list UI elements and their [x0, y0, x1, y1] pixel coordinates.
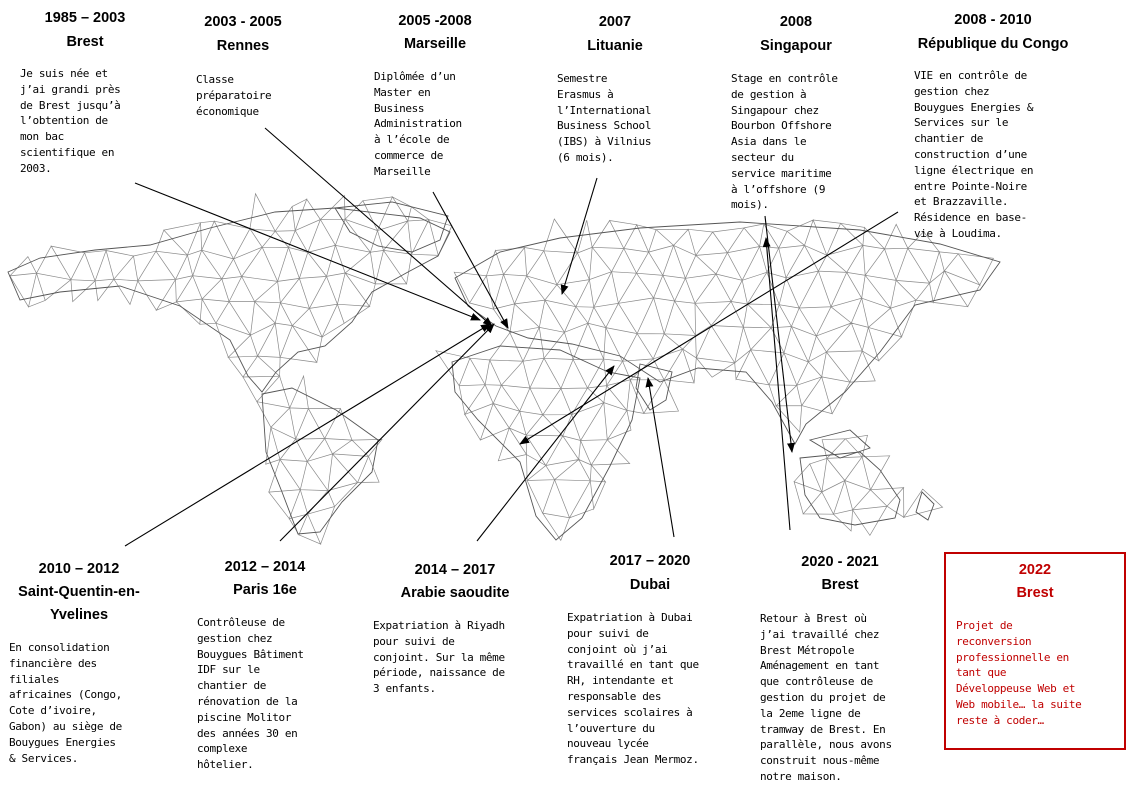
entry-description: Diplômée d’un Master en Business Adminis…	[374, 70, 462, 178]
landmass-outline	[799, 451, 901, 526]
entry-place: Saint-Quentin-en- Yvelines	[18, 584, 140, 623]
landmass-outline	[808, 429, 871, 459]
entry-description: Expatriation à Dubai pour suivi de conjo…	[567, 611, 699, 767]
entry-description: En consolidation financière des filiales…	[9, 641, 122, 765]
entry-description: VIE en contrôle de gestion chez Bouygues…	[914, 69, 1034, 240]
entry-description: Expatriation à Riyadh pour suivi de conj…	[373, 619, 505, 696]
entry-place: Singapour	[760, 38, 832, 54]
arrow-marseille	[432, 191, 509, 329]
arrow-dubai	[645, 377, 675, 538]
entry-place: Marseille	[403, 36, 467, 52]
landmass-outline	[7, 207, 451, 393]
entry-description: Stage en contrôle de gestion à Singapour…	[731, 72, 838, 212]
entry-years: 2003 - 2005	[204, 14, 282, 30]
arrow-paris	[279, 323, 495, 542]
arrow-brest-2020	[762, 237, 791, 531]
entry-years: 2007	[598, 14, 632, 30]
landmass-outline	[635, 363, 673, 411]
arrow-singapour	[764, 215, 795, 453]
entry-place: Brest	[1016, 585, 1054, 601]
entry-place: Rennes	[216, 38, 270, 54]
entry-place: Arabie saoudite	[400, 585, 510, 601]
entry-place: Brest	[821, 577, 859, 593]
entry-description: Classe préparatoire économique	[196, 73, 272, 118]
entry-years: 2008	[779, 14, 813, 30]
entry-years: 2014 – 2017	[414, 562, 496, 578]
entry-years: 2008 - 2010	[954, 12, 1032, 28]
entry-description: Semestre Erasmus à l’International Busin…	[557, 72, 652, 164]
arrow-sqy	[124, 323, 491, 547]
entry-description: Retour à Brest où j’ai travaillé chez Br…	[760, 612, 892, 783]
arrow-brest-1985	[134, 182, 481, 321]
entry-years: 2010 – 2012	[38, 561, 120, 577]
entry-place: Brest	[66, 34, 104, 50]
highlight-box-2022	[944, 552, 1126, 750]
entry-years: 2020 - 2021	[801, 554, 879, 570]
entry-years: 2005 -2008	[398, 13, 472, 29]
arrow-rennes	[264, 127, 493, 327]
landmass-outline	[451, 345, 641, 541]
landmass-outline	[454, 221, 1001, 445]
entry-place: Paris 16e	[233, 582, 297, 598]
entry-place: République du Congo	[917, 36, 1069, 52]
entry-years: 2022	[1018, 562, 1052, 578]
entry-description: Je suis née et j’ai grandi près de Brest…	[20, 67, 121, 175]
landmass-outline	[261, 387, 379, 535]
entry-years: 2012 – 2014	[224, 559, 306, 575]
landmass-outline	[334, 201, 449, 253]
landmass-outline	[915, 491, 935, 521]
entry-years: 1985 – 2003	[44, 10, 126, 26]
arrow-lituanie	[560, 177, 598, 295]
entry-place: Lituanie	[587, 38, 643, 54]
entry-years: 2017 – 2020	[609, 553, 691, 569]
entry-description: Contrôleuse de gestion chez Bouygues Bât…	[197, 616, 304, 772]
arrow-arabie	[476, 365, 615, 542]
entry-place: Dubai	[629, 577, 671, 593]
land-triangulation	[9, 192, 994, 546]
entry-description: Projet de reconversion professionnelle e…	[956, 619, 1082, 727]
